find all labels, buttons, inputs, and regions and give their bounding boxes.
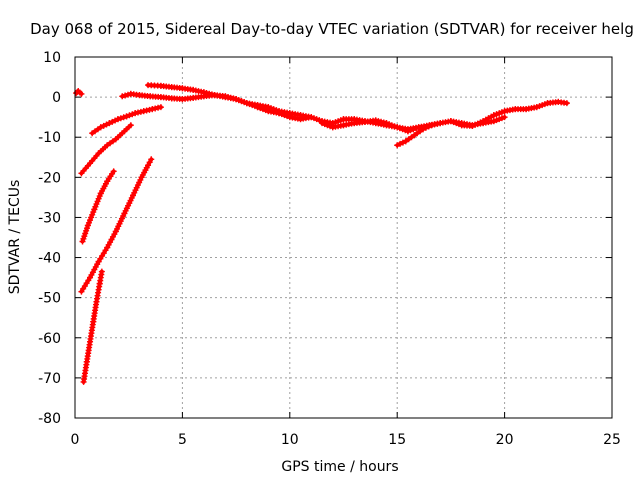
x-axis-label: GPS time / hours (281, 459, 398, 475)
data-point (146, 159, 153, 166)
data-point (501, 114, 508, 121)
data-point (148, 156, 155, 163)
data-point (78, 90, 85, 97)
data-point (110, 168, 117, 175)
series-arc-c (78, 122, 134, 177)
tick-layer: 0 5 10 15 20 25 10 0 -10 -20 -30 -40 -50 -60 -70 -80 (38, 50, 621, 448)
y-tick-label: 10 (43, 50, 61, 66)
data-point (145, 162, 152, 169)
x-tick-label: 15 (388, 432, 406, 448)
data-point (129, 111, 136, 118)
data-point (98, 268, 105, 275)
chart-title: Day 068 of 2015, Sidereal Day-to-day VTE… (30, 20, 634, 38)
data-point (114, 116, 121, 123)
data-point (563, 100, 570, 107)
y-tick-label: -10 (38, 130, 61, 146)
y-tick-label: -80 (38, 411, 61, 427)
data-point (117, 115, 124, 122)
series-arc-b (89, 104, 164, 137)
series-arc-h (145, 82, 315, 121)
y-tick-label: -60 (38, 331, 61, 347)
x-tick-label: 10 (281, 432, 299, 448)
series-arc-l (447, 98, 570, 129)
y-tick-label: -20 (38, 170, 61, 186)
data-point (124, 91, 131, 98)
data-point (120, 114, 127, 121)
x-tick-label: 5 (178, 432, 187, 448)
series-arc-e (78, 156, 155, 295)
y-tick-label: -70 (38, 371, 61, 387)
series-arc-j (319, 117, 444, 135)
data-point (123, 113, 130, 120)
data-point (122, 92, 129, 99)
series-arc-a (73, 88, 85, 97)
data-layer (73, 82, 570, 385)
data-point (126, 112, 133, 119)
y-tick-label: -50 (38, 291, 61, 307)
data-point (119, 93, 126, 100)
y-tick-label: 0 (52, 90, 61, 106)
y-tick-label: -30 (38, 210, 61, 226)
series-arc-d (79, 168, 117, 245)
y-axis-label: SDTVAR / TECUs (7, 180, 23, 295)
series-band (448, 99, 569, 128)
x-tick-label: 0 (71, 432, 80, 448)
y-tick-label: -40 (38, 251, 61, 267)
data-point (157, 104, 164, 111)
plot-frame (74, 56, 613, 419)
x-tick-label: 20 (496, 432, 514, 448)
data-point (127, 122, 134, 129)
x-tick-label: 25 (603, 432, 621, 448)
series-arc-f (80, 268, 105, 385)
